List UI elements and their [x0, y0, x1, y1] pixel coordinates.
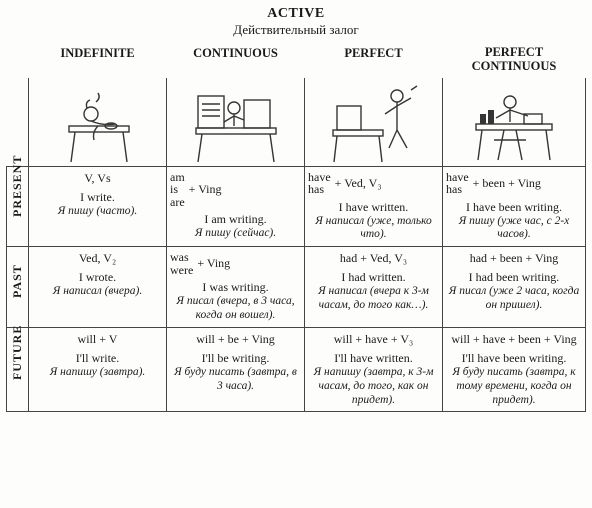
- cell-past-perfect: had + Ved, V₃ I had written. Я написал (…: [305, 247, 443, 328]
- cell-future-continuous: will + be + Ving I'll be writing. Я буду…: [167, 328, 305, 412]
- illustration-indefinite: [29, 78, 167, 167]
- cell-future-indefinite: will + V I'll write. Я напишу (завтра).: [29, 328, 167, 412]
- cell-present-indefinite: V, Vs I write. Я пишу (часто).: [29, 166, 167, 247]
- verb-tense-table: INDEFINITE CONTINUOUS PERFECT PERFECT CO…: [6, 42, 586, 412]
- page-subtitle: Действительный залог: [6, 22, 586, 38]
- illustration-perfect-continuous: [443, 78, 586, 167]
- col-continuous: CONTINUOUS: [167, 42, 305, 78]
- page-title: ACTIVE: [6, 6, 586, 22]
- row-present: PRESENT: [7, 166, 29, 247]
- illustration-perfect: [305, 78, 443, 167]
- cell-future-perfect: will + have + V₃ I'll have written. Я на…: [305, 328, 443, 412]
- cell-past-continuous: was were + Ving I was writing. Я писал (…: [167, 247, 305, 328]
- cell-past-indefinite: Ved, V₂ I wrote. Я написал (вчера).: [29, 247, 167, 328]
- cell-present-perfect: have has + Ved, V₃ I have written. Я нап…: [305, 166, 443, 247]
- row-past: PAST: [7, 247, 29, 328]
- cell-present-perfect-continuous: have has + been + Ving I have been writi…: [443, 166, 586, 247]
- cell-future-perfect-continuous: will + have + been + Ving I'll have been…: [443, 328, 586, 412]
- col-perfect-continuous: PERFECT CONTINUOUS: [443, 42, 586, 78]
- col-indefinite: INDEFINITE: [29, 42, 167, 78]
- row-future: FUTURE: [7, 328, 29, 412]
- col-perfect: PERFECT: [305, 42, 443, 78]
- cell-present-continuous: am is are + Ving I am writing. Я пишу (с…: [167, 166, 305, 247]
- illustration-continuous: [167, 78, 305, 167]
- cell-past-perfect-continuous: had + been + Ving I had been writing. Я …: [443, 247, 586, 328]
